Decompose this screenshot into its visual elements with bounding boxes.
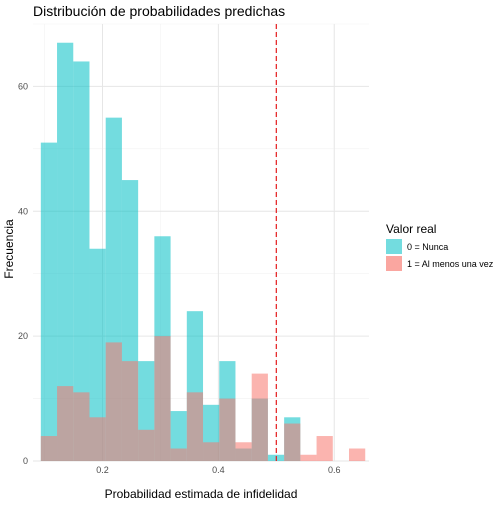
y-axis-label: Frecuencia <box>2 219 16 279</box>
bar-al-menos-una-vez <box>349 448 366 461</box>
x-tick-label: 0.4 <box>212 465 225 475</box>
bar-nunca <box>57 42 74 461</box>
bar-al-menos-una-vez <box>284 423 301 461</box>
legend-title: Valor real <box>386 222 436 236</box>
bar-al-menos-una-vez <box>105 342 122 461</box>
bar-nunca <box>73 61 90 461</box>
y-tick-label: 0 <box>23 456 28 466</box>
series-al-menos-una-vez-bars <box>40 336 366 461</box>
legend-swatch-al-menos-una-vez <box>386 256 402 271</box>
bar-nunca <box>89 248 106 461</box>
x-tick-label: 0.2 <box>96 465 109 475</box>
bar-al-menos-una-vez <box>73 392 90 461</box>
bar-al-menos-una-vez <box>40 436 58 461</box>
bar-al-menos-una-vez <box>138 429 155 461</box>
legend-label-al-menos-una-vez: 1 = Al menos una vez <box>407 259 494 269</box>
bar-al-menos-una-vez <box>186 392 204 461</box>
chart-title: Distribución de probabilidades predichas <box>33 3 285 19</box>
bar-al-menos-una-vez <box>57 386 74 461</box>
bar-al-menos-una-vez <box>235 442 252 461</box>
legend: Valor real 0 = Nunca 1 = Al menos una ve… <box>386 222 494 271</box>
bar-nunca <box>40 142 58 461</box>
bar-al-menos-una-vez <box>121 361 139 461</box>
y-tick-label: 40 <box>18 206 28 216</box>
bar-al-menos-una-vez <box>89 417 106 461</box>
bar-al-menos-una-vez <box>154 336 171 461</box>
bar-al-menos-una-vez <box>219 398 236 461</box>
x-tick-label: 0.6 <box>328 465 341 475</box>
x-axis-label: Probabilidad estimada de infidelidad <box>105 487 298 501</box>
y-axis-ticks: 0 20 40 60 <box>18 81 28 466</box>
legend-swatch-nunca <box>386 239 402 254</box>
bar-al-menos-una-vez <box>203 442 220 461</box>
bar-al-menos-una-vez <box>316 436 333 461</box>
legend-label-nunca: 0 = Nunca <box>407 242 448 252</box>
bar-al-menos-una-vez <box>251 373 268 461</box>
bar-al-menos-una-vez <box>300 454 317 461</box>
x-axis-ticks: 0.2 0.4 0.6 <box>96 465 340 475</box>
bar-al-menos-una-vez <box>170 448 187 461</box>
y-tick-label: 20 <box>18 331 28 341</box>
y-tick-label: 60 <box>18 81 28 91</box>
